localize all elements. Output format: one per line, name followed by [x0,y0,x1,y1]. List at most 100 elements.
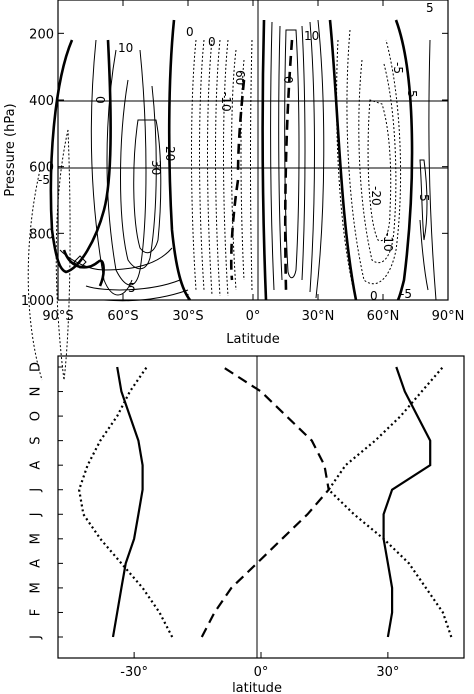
contour-y-axis-label: Pressure (hPa) [3,103,18,196]
contour-label: -5 [400,287,412,301]
contour-label-group: 10 0 0 10 5 30 20 -5 5 60 0 -10 0 5 -5 -… [38,1,434,303]
line-series-group [77,366,453,638]
contour-line [215,39,221,297]
contour-line [167,19,192,301]
x-tick-label: 60°N [367,309,400,324]
contour-label: 10 [304,29,319,43]
contour-label: -5 [391,62,405,74]
contour-line [90,39,133,296]
x-tick-label: 90°S [42,309,73,324]
month-tick-label: A [29,461,44,470]
contour-line [428,39,437,301]
contour-line [106,49,147,286]
contour-line [207,39,213,296]
contour-label: 60 [233,70,247,85]
y-tick-label: 400 [29,94,54,109]
contour-line [283,39,294,291]
x-tick-label: 30°N [302,309,335,324]
contour-label: 20 [163,146,177,161]
contour-line [367,99,392,242]
month-tick-label: J [29,635,44,640]
contour-label: -5 [38,173,50,187]
month-tick-label: J [29,488,44,493]
month-tick-label: M [29,582,44,593]
contour-label: 0 [281,76,295,84]
contour-line [85,279,181,291]
month-tick-label: J [29,512,44,517]
month-tick-label: A [29,559,44,568]
y-tick-label: 1000 [21,294,54,309]
x-tick-label: 60°S [107,309,138,324]
contour-label: -20 [369,186,383,206]
contour-line [199,39,205,291]
contour-line [394,19,414,301]
x-tick-label: 90°N [432,309,465,324]
contour-line [358,59,397,264]
contour-line [229,179,240,281]
month-tick-label: M [29,533,44,544]
contour-line [278,25,283,281]
contour-label: 5 [417,194,431,202]
contour-line [315,19,325,299]
line-axes: -30° 0° 30° J F M A M J J A S O N D [29,362,400,680]
line-panel: -30° 0° 30° J F M A M J J A S O N D latitude [29,355,465,694]
contour-line [419,159,428,241]
contour-line [236,79,246,176]
contour-line [120,79,157,270]
contour-line [270,21,275,291]
contour-line [419,219,429,291]
series-line-1 [111,366,144,638]
y-tick-label: 800 [29,227,54,242]
series-line-2 [77,366,174,638]
contour-panel: 10 0 0 10 5 30 20 -5 5 60 0 -10 0 5 -5 -… [3,0,464,381]
contour-line [240,59,245,281]
contour-label: 5 [128,281,136,295]
contour-line [328,19,358,301]
x-tick-label: -30° [120,665,148,680]
x-tick-label: 30° [376,665,399,680]
contour-label: 5 [426,1,434,15]
series-line-5 [327,366,453,638]
contour-label: 10 [118,41,133,55]
line-plot-frame [57,355,465,659]
y-tick-label: 200 [29,27,54,42]
contour-line [49,39,112,274]
contour-label: 0 [186,25,194,39]
contour-line [27,169,43,381]
month-tick-label: O [29,411,44,421]
month-tick-label: F [29,609,44,616]
contour-line [250,39,253,291]
y-tick-label: 600 [29,161,54,176]
contour-line [191,39,197,291]
contour-line [223,39,229,297]
month-tick-label: D [29,362,44,372]
contour-line [261,19,268,301]
contour-line [73,255,87,269]
contour-line [301,25,306,281]
contour-label: -10 [219,92,233,112]
series-line-3 [200,366,330,638]
line-x-axis-label: latitude [232,681,282,694]
contour-label: 0 [370,289,378,303]
contour-lines [27,19,437,381]
contour-line [309,21,315,293]
contour-label: 5 [405,90,419,98]
contour-line [231,49,237,291]
x-tick-label: 0° [246,309,261,324]
x-tick-label: 30°S [172,309,203,324]
x-tick-label: 0° [254,665,269,680]
contour-label: 30 [149,160,163,175]
contour-label: 0 [208,35,216,49]
month-tick-label: S [29,437,44,445]
contour-label: 0 [93,96,107,104]
contour-line [346,29,402,285]
contour-line [336,39,357,301]
series-line-4 [382,366,432,638]
contour-label: -10 [381,232,395,252]
contour-x-axis-label: Latitude [226,332,280,347]
contour-axes: 90°S 60°S 30°S 0° 30°N 60°N 90°N20040060080010… [21,0,464,324]
month-tick-label: N [29,387,44,397]
contour-line [62,249,105,287]
contour-line [133,119,162,254]
